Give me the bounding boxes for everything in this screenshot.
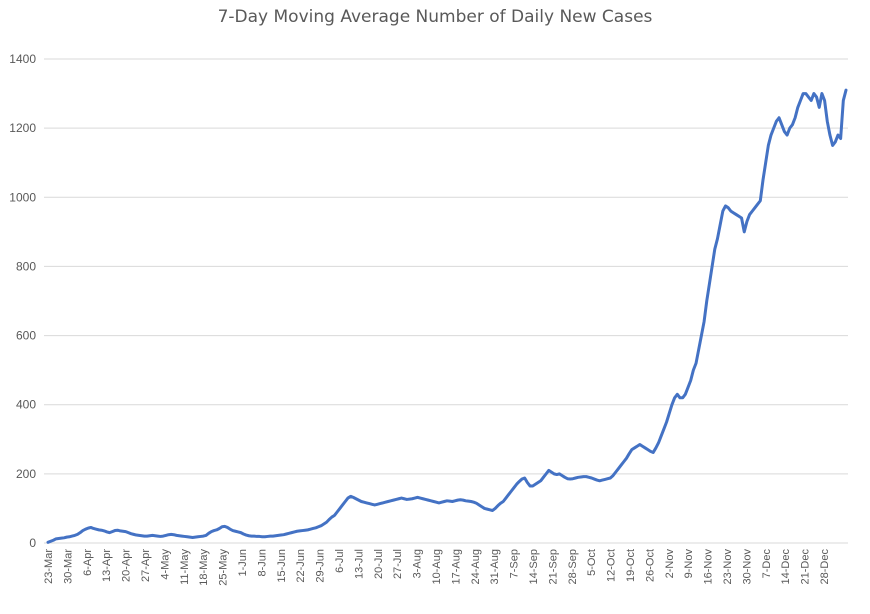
x-tick-label: 30-Mar bbox=[62, 549, 74, 584]
y-tick-label: 0 bbox=[29, 536, 36, 550]
x-tick-label: 8-Jun bbox=[256, 549, 268, 577]
x-tick-label: 20-Jul bbox=[373, 549, 385, 579]
x-tick-label: 7-Dec bbox=[761, 549, 773, 579]
x-tick-label: 3-Aug bbox=[412, 549, 424, 578]
x-tick-label: 18-May bbox=[198, 549, 210, 586]
x-tick-label: 2-Nov bbox=[664, 549, 676, 579]
x-tick-label: 11-May bbox=[179, 549, 191, 585]
x-tick-label: 21-Sep bbox=[547, 549, 559, 584]
x-tick-label: 23-Nov bbox=[722, 549, 734, 585]
x-tick-label: 5-Oct bbox=[586, 549, 598, 576]
series-line bbox=[46, 88, 848, 544]
y-tick-label: 200 bbox=[16, 467, 36, 481]
x-axis: 23-Mar 30-Mar 6-Apr 13-Apr 20-Apr 27-Apr 4-May… bbox=[43, 542, 848, 586]
x-tick-label: 16-Nov bbox=[703, 549, 715, 585]
chart-title: 7-Day Moving Average Number of Daily New… bbox=[217, 7, 653, 27]
x-tick-label: 27-Jul bbox=[392, 549, 404, 579]
x-tick-label: 31-Aug bbox=[489, 549, 501, 584]
x-tick-label: 17-Aug bbox=[450, 549, 462, 584]
x-tick-label: 7-Sep bbox=[509, 549, 521, 578]
y-tick-label: 1400 bbox=[9, 52, 36, 66]
x-tick-label: 9-Nov bbox=[683, 549, 695, 579]
x-tick-label: 25-May bbox=[218, 549, 230, 586]
y-tick-label: 800 bbox=[16, 259, 36, 273]
x-tick-label: 21-Dec bbox=[800, 549, 812, 585]
x-tick-label: 6-Apr bbox=[82, 549, 94, 576]
y-tick-label: 1200 bbox=[9, 121, 36, 135]
x-tick-label: 14-Dec bbox=[780, 549, 792, 585]
x-tick-label: 28-Sep bbox=[567, 549, 579, 584]
y-axis: 0 200 400 600 800 1000 1200 1400 bbox=[9, 52, 36, 550]
x-tick-label: 30-Nov bbox=[741, 549, 753, 585]
x-tick-label: 20-Apr bbox=[121, 549, 133, 582]
x-tick-label: 13-Apr bbox=[101, 549, 113, 582]
x-tick-label: 1-Jun bbox=[237, 549, 249, 577]
y-tick-label: 600 bbox=[16, 329, 36, 343]
x-tick-label: 26-Oct bbox=[644, 549, 656, 582]
x-tick-label: 24-Aug bbox=[470, 549, 482, 584]
x-tick-label: 6-Jul bbox=[334, 549, 346, 573]
x-tick-label: 15-Jun bbox=[276, 549, 288, 583]
gridlines bbox=[44, 58, 848, 544]
x-tick-label: 13-Jul bbox=[353, 549, 365, 579]
x-tick-label: 23-Mar bbox=[43, 549, 55, 584]
series-layer bbox=[46, 88, 848, 544]
x-tick-label: 28-Dec bbox=[819, 549, 831, 585]
x-tick-label: 19-Oct bbox=[625, 549, 637, 582]
y-tick-label: 400 bbox=[16, 398, 36, 412]
x-tick-label: 4-May bbox=[159, 549, 171, 580]
x-tick-label: 29-Jun bbox=[315, 549, 327, 583]
x-tick-label: 14-Sep bbox=[528, 549, 540, 584]
x-tick-label: 22-Jun bbox=[295, 549, 307, 583]
x-tick-label: 12-Oct bbox=[606, 549, 618, 582]
y-tick-label: 1000 bbox=[9, 190, 36, 204]
x-tick-label: 10-Aug bbox=[431, 549, 443, 584]
x-tick-label: 27-Apr bbox=[140, 549, 152, 582]
